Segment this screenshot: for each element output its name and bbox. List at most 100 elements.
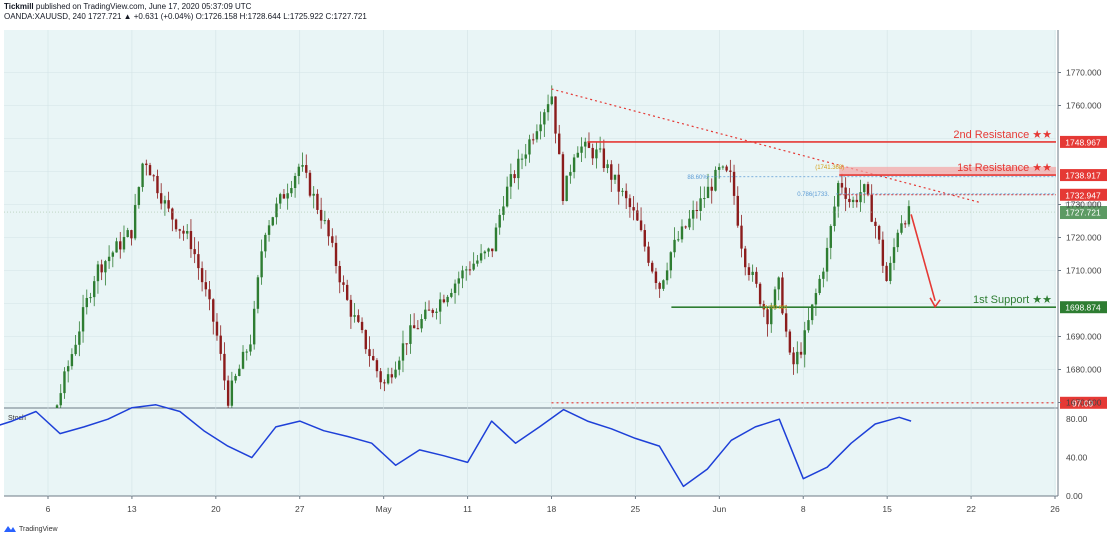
candle-body bbox=[178, 229, 181, 231]
candle-body bbox=[104, 261, 107, 273]
candle-body bbox=[409, 325, 412, 344]
candle-body bbox=[364, 330, 367, 350]
candle bbox=[293, 172, 297, 198]
price-tick-label: 1690.000 bbox=[1066, 332, 1102, 342]
candle bbox=[807, 307, 810, 333]
candle bbox=[379, 367, 382, 390]
candle bbox=[219, 325, 222, 361]
candle-body bbox=[197, 254, 200, 269]
candle-body bbox=[777, 277, 780, 290]
candle bbox=[453, 279, 457, 304]
candle-body bbox=[892, 247, 896, 263]
candle-body bbox=[509, 174, 513, 187]
candle-body bbox=[174, 219, 178, 230]
resistance-label: 2nd Resistance ★★ bbox=[953, 129, 1052, 141]
candle-body bbox=[855, 199, 859, 203]
stoch-line bbox=[0, 404, 912, 488]
candle bbox=[691, 200, 695, 231]
candle bbox=[744, 245, 747, 276]
candle bbox=[840, 173, 844, 195]
candle-body bbox=[465, 269, 468, 271]
candle-body bbox=[647, 246, 650, 263]
candle-body bbox=[591, 147, 594, 159]
candle-body bbox=[379, 371, 382, 383]
candle-body bbox=[632, 207, 635, 211]
candle bbox=[145, 159, 148, 176]
tradingview-footer[interactable]: TradingView bbox=[4, 525, 58, 533]
candle bbox=[119, 231, 122, 259]
candle bbox=[412, 313, 416, 329]
resistance-label: 1st Resistance ★★ bbox=[957, 162, 1052, 174]
candle-body bbox=[814, 293, 818, 305]
candle-body bbox=[498, 214, 501, 228]
candle bbox=[859, 179, 862, 212]
candle bbox=[230, 371, 234, 408]
candle-body bbox=[669, 252, 673, 271]
price-tick-label: 1710.000 bbox=[1066, 266, 1102, 276]
candle bbox=[390, 367, 394, 384]
tradingview-logo-icon bbox=[4, 526, 16, 532]
candle bbox=[851, 196, 855, 208]
candle-body bbox=[732, 171, 736, 196]
candle bbox=[714, 166, 717, 192]
candle-body bbox=[249, 344, 252, 352]
candle-body bbox=[353, 315, 356, 317]
candle-body bbox=[100, 264, 103, 273]
candle bbox=[494, 223, 498, 252]
candle-body bbox=[665, 270, 669, 281]
candle-body bbox=[223, 353, 226, 381]
candle-body bbox=[81, 307, 85, 332]
candle bbox=[200, 261, 204, 292]
candle-body bbox=[546, 104, 550, 113]
candle bbox=[256, 274, 260, 314]
candle bbox=[513, 170, 516, 184]
candle-body bbox=[424, 309, 427, 320]
candle bbox=[528, 134, 531, 163]
candle bbox=[628, 194, 632, 218]
candle bbox=[885, 262, 888, 282]
candle-body bbox=[93, 281, 96, 298]
last-price-tag bbox=[1060, 206, 1107, 220]
candle bbox=[535, 124, 539, 143]
candle-body bbox=[543, 112, 546, 125]
candle-body bbox=[345, 284, 349, 300]
candle-body bbox=[487, 248, 490, 252]
candle bbox=[874, 217, 877, 239]
candle bbox=[450, 288, 453, 299]
candle bbox=[662, 279, 665, 291]
candle bbox=[639, 207, 643, 232]
candle bbox=[271, 216, 274, 227]
candle bbox=[66, 360, 70, 383]
candle-body bbox=[714, 169, 717, 191]
candle bbox=[710, 178, 713, 204]
candle-body bbox=[796, 351, 799, 365]
candle bbox=[903, 220, 907, 228]
candle bbox=[174, 218, 178, 232]
candle bbox=[133, 193, 137, 241]
candle bbox=[677, 230, 680, 242]
candle bbox=[472, 252, 475, 272]
candle bbox=[275, 197, 278, 225]
candle-body bbox=[286, 193, 289, 199]
candle bbox=[420, 314, 423, 333]
candle bbox=[104, 259, 107, 286]
fib-label: (1700.80) bbox=[763, 305, 787, 311]
candle-body bbox=[889, 262, 892, 281]
candle-body bbox=[531, 139, 535, 141]
candle bbox=[323, 210, 327, 225]
candle-body bbox=[145, 163, 148, 166]
candle bbox=[647, 241, 650, 267]
candle bbox=[345, 279, 349, 302]
candle-body bbox=[438, 299, 442, 312]
candle bbox=[829, 224, 832, 260]
candle-body bbox=[703, 198, 706, 200]
candle bbox=[613, 174, 617, 184]
candle bbox=[561, 151, 565, 205]
candle-body bbox=[334, 242, 338, 267]
candle bbox=[171, 207, 174, 232]
candle bbox=[740, 214, 743, 258]
candle bbox=[837, 180, 840, 218]
candle bbox=[658, 281, 661, 298]
candle bbox=[252, 300, 256, 350]
